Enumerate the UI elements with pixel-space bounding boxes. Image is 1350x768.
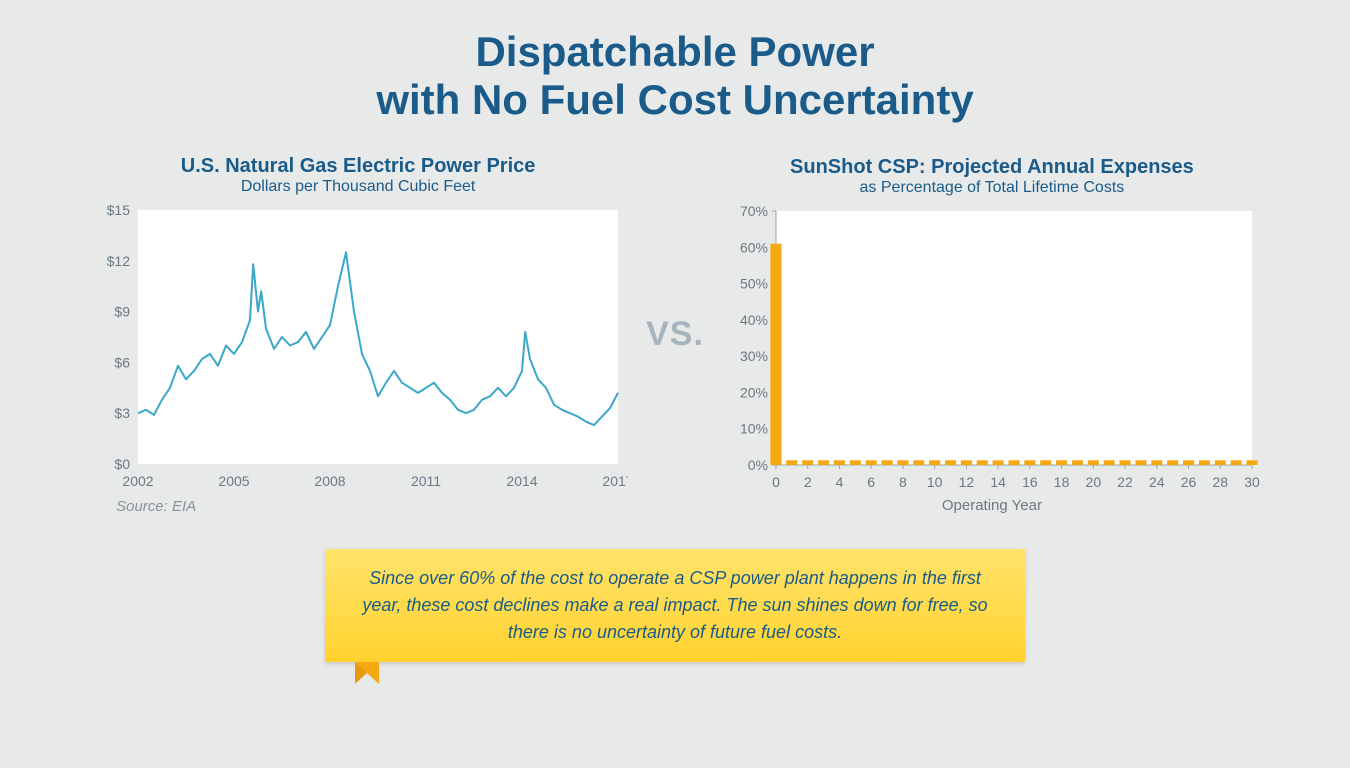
callout-wrap: Since over 60% of the cost to operate a …	[0, 549, 1350, 662]
svg-text:0%: 0%	[748, 457, 768, 473]
svg-text:24: 24	[1149, 474, 1165, 490]
svg-text:60%: 60%	[740, 239, 768, 255]
vs-label: VS.	[646, 315, 704, 354]
svg-text:30%: 30%	[740, 348, 768, 364]
svg-text:8: 8	[899, 474, 907, 490]
svg-text:18: 18	[1054, 474, 1070, 490]
left-chart-svg: $0 $3 $6 $9 $12 $15 2002 2005 2008 2011 2014 2017	[88, 202, 628, 492]
svg-text:2002: 2002	[123, 473, 154, 489]
title-line-1: Dispatchable Power	[475, 28, 874, 75]
svg-text:22: 22	[1117, 474, 1133, 490]
right-chart-title: SunShot CSP: Projected Annual Expenses	[722, 156, 1262, 179]
svg-text:26: 26	[1181, 474, 1197, 490]
left-chart-source: Source: EIA	[116, 498, 628, 515]
svg-text:2014: 2014	[507, 473, 538, 489]
svg-text:2: 2	[804, 474, 812, 490]
svg-text:$3: $3	[115, 405, 131, 421]
right-chart-card: SunShot CSP: Projected Annual Expenses a…	[722, 156, 1262, 514]
svg-text:$6: $6	[115, 354, 131, 370]
svg-text:70%: 70%	[740, 203, 768, 219]
svg-text:2005: 2005	[219, 473, 250, 489]
svg-text:2017: 2017	[603, 473, 629, 489]
left-chart-subtitle: Dollars per Thousand Cubic Feet	[88, 178, 628, 196]
svg-text:2011: 2011	[411, 473, 441, 489]
main-title: Dispatchable Power with No Fuel Cost Unc…	[0, 0, 1350, 125]
svg-text:20%: 20%	[740, 384, 768, 400]
svg-text:$12: $12	[107, 252, 131, 268]
svg-text:28: 28	[1212, 474, 1228, 490]
svg-text:0: 0	[772, 474, 780, 490]
svg-text:$0: $0	[115, 456, 131, 472]
svg-text:10%: 10%	[740, 420, 768, 436]
right-chart-xlabel: Operating Year	[722, 497, 1262, 514]
svg-text:14: 14	[990, 474, 1006, 490]
svg-text:$15: $15	[107, 202, 131, 218]
left-chart-card: U.S. Natural Gas Electric Power Price Do…	[88, 155, 628, 515]
right-chart-svg: 0%10%20%30%40%50%60%70%02468101214161820…	[722, 203, 1262, 493]
svg-text:4: 4	[835, 474, 843, 490]
svg-text:2008: 2008	[315, 473, 346, 489]
svg-text:$9: $9	[115, 303, 131, 319]
svg-text:30: 30	[1244, 474, 1260, 490]
svg-text:20: 20	[1085, 474, 1101, 490]
svg-text:10: 10	[927, 474, 943, 490]
right-chart-subtitle: as Percentage of Total Lifetime Costs	[722, 179, 1262, 197]
svg-text:50%: 50%	[740, 275, 768, 291]
svg-text:12: 12	[959, 474, 975, 490]
svg-text:40%: 40%	[740, 311, 768, 327]
title-line-2: with No Fuel Cost Uncertainty	[376, 76, 973, 123]
left-chart-title: U.S. Natural Gas Electric Power Price	[88, 155, 628, 178]
svg-text:6: 6	[867, 474, 875, 490]
charts-row: U.S. Natural Gas Electric Power Price Do…	[0, 155, 1350, 515]
callout-box: Since over 60% of the cost to operate a …	[325, 549, 1025, 662]
svg-text:16: 16	[1022, 474, 1038, 490]
